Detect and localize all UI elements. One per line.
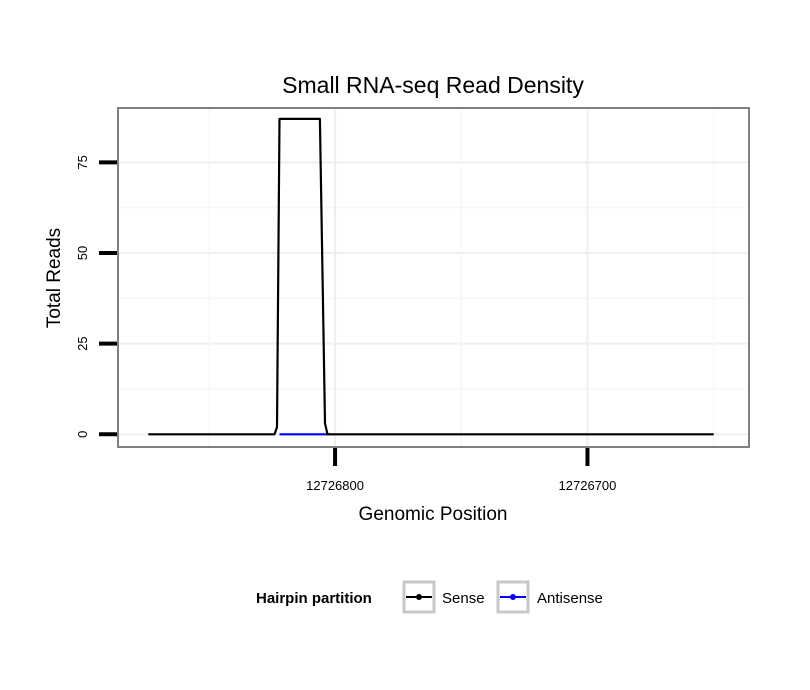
series-line-sense <box>148 117 714 436</box>
chart-title: Small RNA-seq Read Density <box>282 72 584 98</box>
legend-item-antisense: Antisense <box>496 580 603 614</box>
legend-item-sense: Sense <box>402 580 485 614</box>
axes: 0 25 50 75 12726800 12726700 <box>75 155 616 493</box>
y-axis-label: Total Reads <box>44 228 65 328</box>
legend-label-antisense: Antisense <box>537 590 603 607</box>
x-axis-label: Genomic Position <box>359 504 508 525</box>
legend-label-sense: Sense <box>442 590 485 607</box>
legend-key-antisense-point <box>510 594 516 600</box>
plot-panel-border <box>117 107 750 448</box>
legend: Hairpin partition Sense Antisense <box>256 580 603 614</box>
y-tick-label-0: 0 <box>75 431 90 438</box>
x-tick-label-12726800: 12726800 <box>306 478 364 493</box>
legend-title: Hairpin partition <box>256 590 372 607</box>
legend-key-sense-point <box>416 594 422 600</box>
y-tick-label-75: 75 <box>75 155 90 169</box>
data-series <box>148 117 714 436</box>
y-tick-label-25: 25 <box>75 336 90 350</box>
y-tick-label-50: 50 <box>75 246 90 260</box>
plot-panel-background <box>118 108 749 447</box>
x-tick-label-12726700: 12726700 <box>559 478 617 493</box>
